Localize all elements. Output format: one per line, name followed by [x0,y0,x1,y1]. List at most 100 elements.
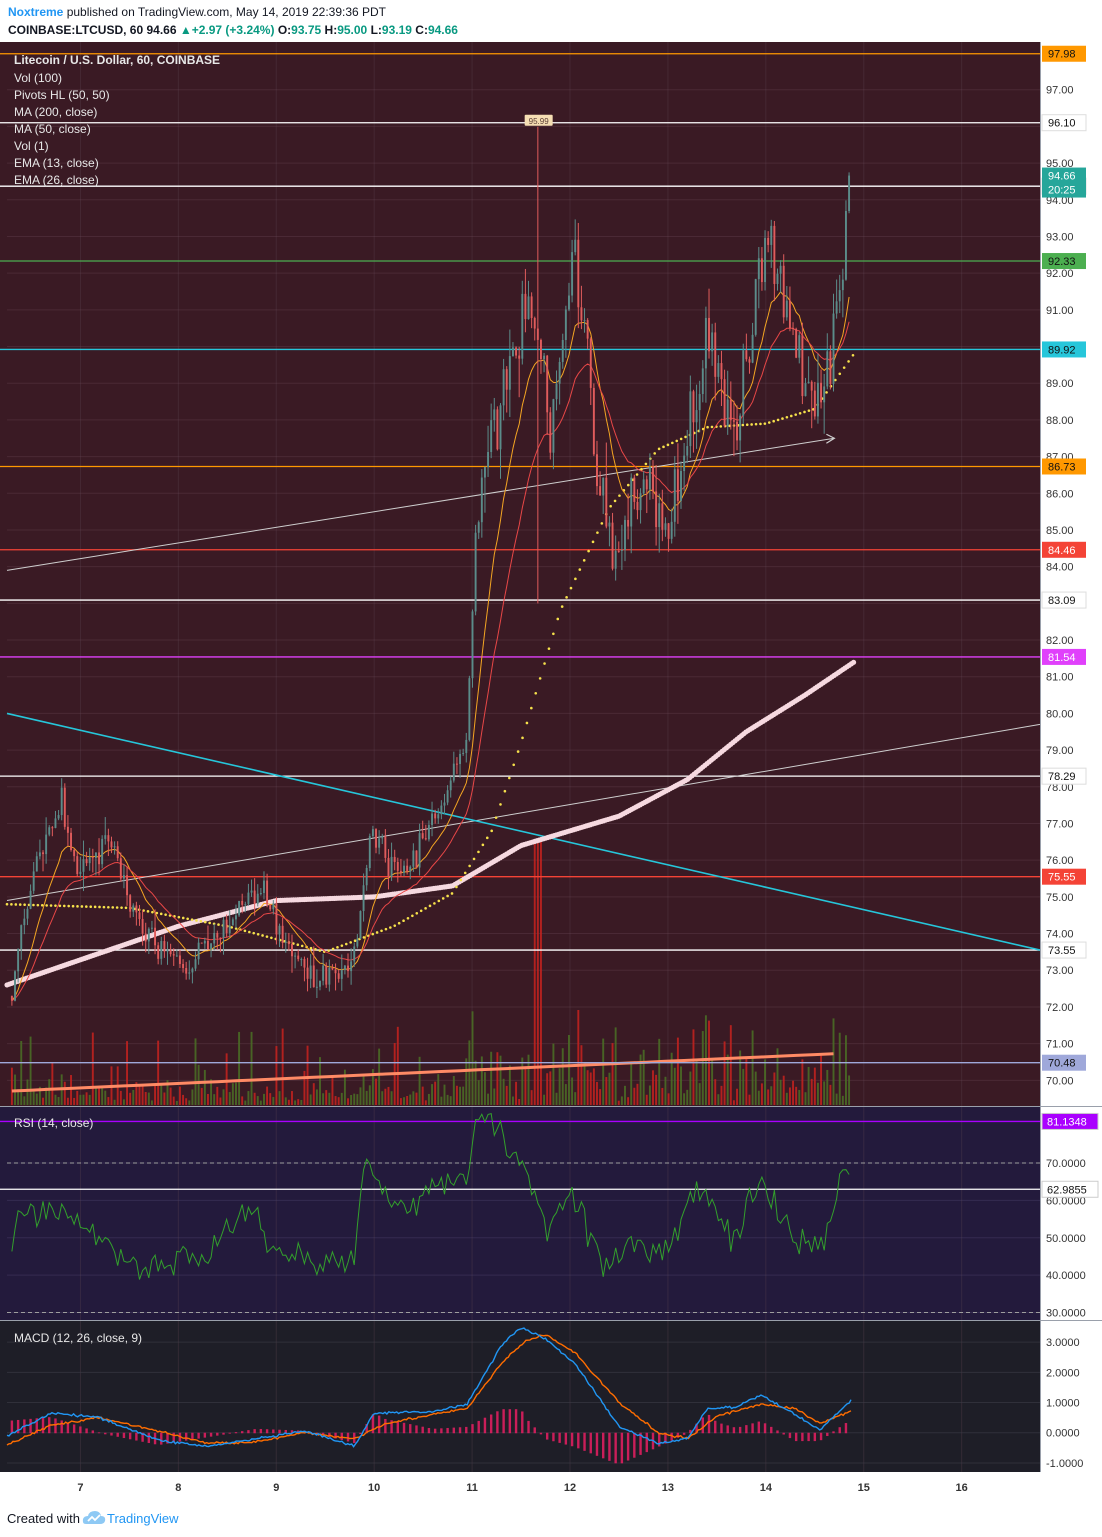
level-price-label: 78.29 [1048,771,1076,783]
level-price-label-bg [1041,941,1087,959]
trendline[interactable] [6,437,835,571]
time-tick-label: 8 [175,1482,181,1494]
price-tick-label: 76.00 [1046,855,1074,867]
time-tick-label: 9 [273,1482,279,1494]
price-tick-label: 94.00 [1046,195,1074,207]
price-tick-label: 93.00 [1046,231,1074,243]
level-price-label-bg [1042,253,1086,270]
price-tick-label: 82.00 [1046,635,1074,647]
pivot-high-label: 95.99 [529,117,550,126]
trendline[interactable] [6,712,1041,951]
macd-pane: MACD (12, 26, close, 9) -1.0000 0.0000 1.00… [6,1327,1083,1470]
ma50-line [5,353,855,953]
level-price-label: 73.55 [1048,945,1076,957]
arrow-icon [826,433,836,444]
macd-signal-line [6,1334,852,1446]
indicator-legend-item: Vol (1) [14,139,49,153]
level-price-label-bg [1042,458,1086,475]
level-price-label-bg [1042,648,1086,665]
price-tick-label: 70.00 [1046,1075,1074,1087]
price-axis-background [1040,42,1102,1106]
macd-tick-label: 0.0000 [1046,1428,1080,1440]
tradingview-brand[interactable]: TradingView [107,1511,179,1526]
time-tick-label: 14 [760,1482,773,1494]
macd-title: MACD (12, 26, close, 9) [14,1331,142,1345]
level-price-label: 97.98 [1048,49,1076,61]
high-label: H: [324,23,338,37]
rsi-title: RSI (14, close) [14,1116,93,1130]
volume-ma-line [11,1052,834,1093]
price-change: +2.97 (+3.24%) [191,23,275,37]
price-tick-label: 77.00 [1046,818,1074,830]
price-tick-label: 97.00 [1046,85,1074,97]
macd-tick-label: 1.0000 [1046,1398,1080,1410]
author-link[interactable]: Noxtreme [8,5,64,19]
chart-area[interactable]: 95.99 Litecoin / U.S. Dollar, 60, COINBAS… [0,42,1102,1500]
level-price-label: 75.55 [1048,872,1076,884]
level-price-label: 84.46 [1048,545,1076,557]
symbol-line: COINBASE:LTCUSD, 60 94.66 ▲+2.97 (+3.24%… [8,23,458,37]
time-axis: 7 8 9 10 11 12 13 14 15 16 [77,1482,967,1494]
price-tick-label: 74.00 [1046,929,1074,941]
chart-title: Litecoin / U.S. Dollar, 60, COINBASE [14,53,220,67]
time-axis-background [0,1472,1102,1500]
price-legend: Litecoin / U.S. Dollar, 60, COINBASE Vol … [14,53,220,187]
level-price-label-bg [1042,341,1086,358]
rsi-line [11,1112,850,1280]
rsi-level-badge [1041,1112,1099,1130]
rsi-tick-label: 50.0000 [1046,1233,1086,1245]
level-price-label: 89.92 [1048,344,1076,356]
ema13-line [11,290,850,1001]
price-tick-label: 71.00 [1046,1039,1074,1051]
created-with-text: Created with [7,1511,80,1526]
level-price-label-bg [1041,114,1087,132]
published-text: published on TradingView.com, May 14, 20… [66,5,387,19]
level-price-label-bg [1042,45,1086,62]
level-price-label-bg [1042,541,1086,558]
time-tick-label: 12 [564,1482,576,1494]
rsi-level-label: 62.9855 [1047,1184,1087,1196]
price-tick-label: 80.00 [1046,708,1074,720]
low-value: 93.19 [381,23,412,37]
level-price-label-bg [1041,767,1087,785]
rsi-pane: RSI (14, close) 30.0000 40.0000 50.0000 60.0… [0,1112,1099,1320]
price-tick-label: 79.00 [1046,745,1074,757]
footer: Created with TradingView [0,1500,1102,1537]
indicator-legend-item: Vol (100) [14,71,62,85]
open-label: O: [277,23,292,37]
horizontal-levels [0,53,1040,1064]
price-tick-label: 95.00 [1046,158,1074,170]
price-tick-label: 78.00 [1046,782,1074,794]
indicator-legend-item: MA (50, close) [14,122,91,136]
rsi-tick-label: 60.0000 [1046,1195,1086,1207]
last-price-badge [1042,167,1086,198]
last-price-label: 94.66 [1048,171,1076,183]
price-tick-label: 86.00 [1046,488,1074,500]
level-price-label: 96.10 [1048,118,1076,130]
price-tick-label: 84.00 [1046,562,1074,574]
price-tick-label: 81.00 [1046,672,1074,684]
rsi-pane-background [0,1107,1040,1320]
price-tick-label: 91.00 [1046,305,1074,317]
indicator-legend-item: EMA (13, close) [14,156,99,170]
trendline[interactable] [6,723,1041,902]
macd-line [6,1327,852,1448]
level-price-label: 83.09 [1048,595,1076,607]
low-label: L: [370,23,382,37]
indicator-legend-item: Pivots HL (50, 50) [14,88,110,102]
bar-countdown-label: 20:25 [1048,185,1076,197]
level-price-label: 92.33 [1048,256,1076,268]
price-pane-background [0,42,1040,1106]
close-label: C: [415,23,428,37]
level-price-label-bg [1041,591,1087,609]
grid [7,42,1040,1472]
macd-tick-label: -1.0000 [1046,1458,1083,1470]
price-tick-label: 88.00 [1046,415,1074,427]
time-tick-label: 15 [858,1482,870,1494]
macd-tick-label: 2.0000 [1046,1367,1080,1379]
time-tick-label: 13 [662,1482,674,1494]
rsi-tick-label: 30.0000 [1046,1308,1086,1320]
price-axis: 70.00 71.00 72.00 73.00 74.00 75.00 76.00 77.00… [1041,45,1087,1087]
macd-axis-background [1040,1321,1102,1472]
time-tick-label: 10 [368,1482,380,1494]
